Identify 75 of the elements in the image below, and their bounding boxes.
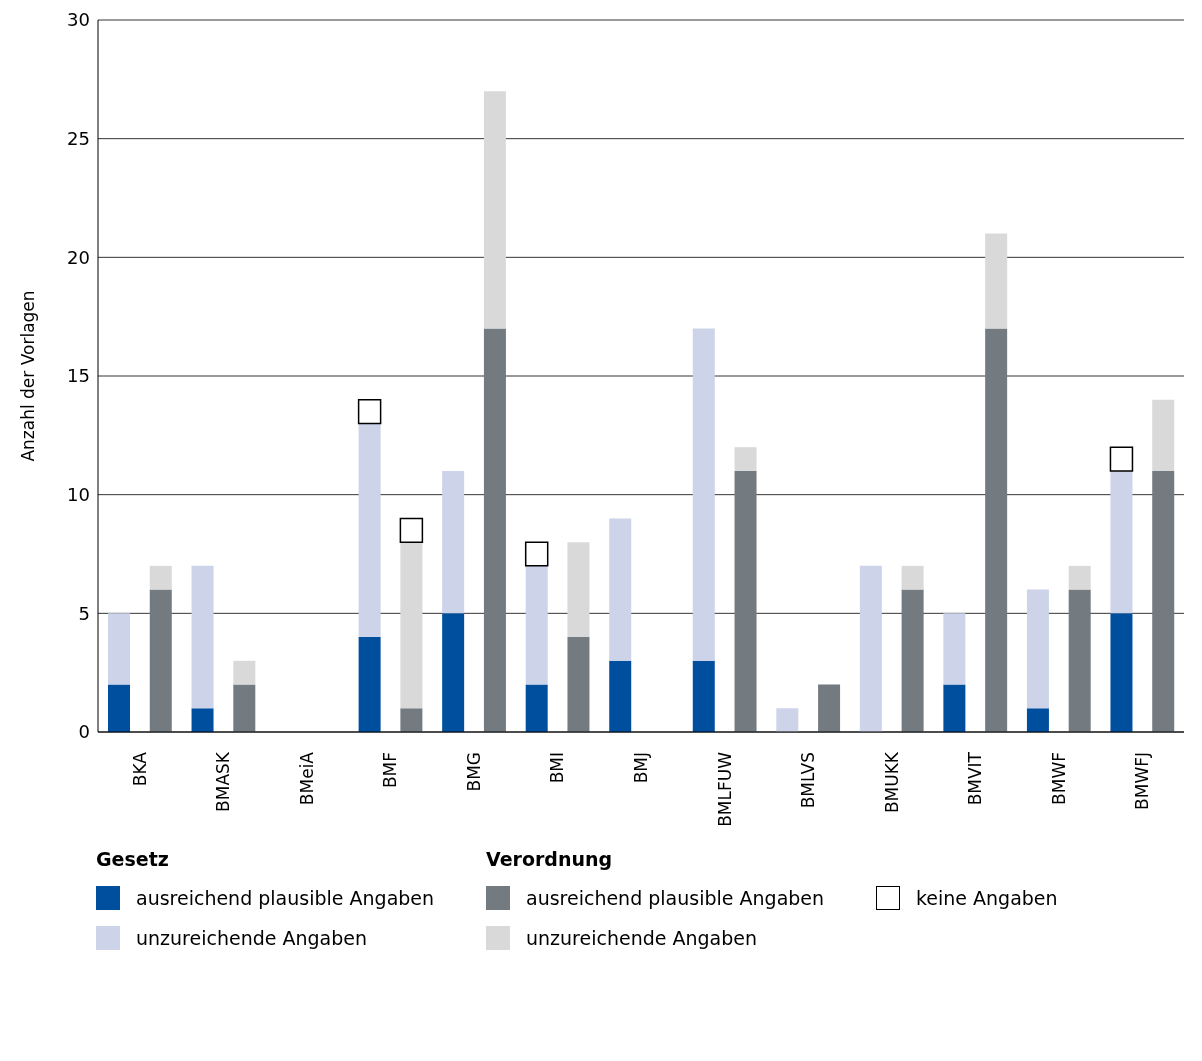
bar (400, 708, 423, 732)
y-tick-label: 0 (78, 721, 90, 743)
bar (108, 684, 130, 732)
bar (1152, 399, 1175, 471)
x-tick-label: BMWF (1048, 752, 1069, 805)
bar (734, 470, 757, 732)
bar (567, 637, 590, 732)
bar (609, 660, 632, 732)
bar (525, 565, 548, 685)
bar (358, 637, 381, 732)
text: Gesetz (96, 848, 170, 870)
y-axis-title: Anzahl der Vorlagen (18, 290, 39, 462)
x-tick-label: BMJ (631, 752, 651, 784)
bar (442, 613, 465, 732)
bar (692, 660, 715, 732)
bar (233, 684, 256, 732)
x-tick-label: BMVIT (965, 751, 986, 806)
bar (191, 708, 214, 732)
bar (358, 423, 381, 638)
bar (985, 328, 1008, 732)
legend-label: keine Angaben (916, 887, 1058, 909)
bar (525, 684, 548, 732)
bar (1152, 470, 1175, 732)
bar (524, 541, 549, 567)
bar (734, 447, 757, 471)
bar (1068, 565, 1091, 590)
x-tick-label: BMWFJ (1132, 752, 1153, 810)
bar (149, 565, 172, 590)
bar (191, 565, 214, 709)
x-tick-label: BMeiA (296, 751, 317, 806)
bar (400, 542, 423, 709)
text: unzureichende Angaben (526, 927, 758, 949)
bar (901, 589, 924, 732)
bar (399, 517, 424, 543)
bar (859, 565, 882, 732)
bar (483, 91, 506, 329)
y-tick-label: 20 (67, 246, 90, 268)
text: ausreichend plausible Angaben (526, 887, 825, 909)
bar (1026, 589, 1049, 709)
bar (1068, 589, 1091, 732)
bar (609, 518, 632, 661)
bar (692, 328, 715, 661)
bar (108, 613, 130, 685)
x-tick-label: BMASK (213, 751, 234, 812)
x-tick-label: BMUKK (881, 751, 902, 814)
bar (442, 470, 465, 614)
bar (567, 542, 590, 638)
legend-label: unzureichende Angaben (136, 927, 368, 949)
x-tick-label: BMLFUW (714, 751, 735, 827)
x-tick-label: BKA (129, 751, 150, 787)
bar (943, 684, 966, 732)
x-tick-label: BMI (547, 752, 568, 784)
bar (1110, 613, 1133, 732)
bar (818, 684, 841, 732)
bar (233, 660, 256, 685)
bar (985, 233, 1008, 329)
y-tick-label: 10 (67, 484, 90, 506)
legend-label: ausreichend plausible Angaben (136, 887, 435, 909)
bar (149, 589, 172, 732)
y-tick-label: 30 (67, 9, 90, 31)
x-tick-label: BMG (463, 752, 484, 792)
y-tick-label: 25 (67, 128, 90, 150)
bar (1110, 470, 1133, 614)
y-tick-label: 5 (78, 602, 90, 624)
bar (1109, 446, 1134, 472)
y-tick-label: 15 (67, 365, 90, 387)
bar (776, 708, 799, 732)
x-tick-label: BMF (380, 752, 401, 789)
bar (901, 565, 924, 590)
bar (483, 328, 506, 732)
bar (1026, 708, 1049, 732)
bar (943, 613, 966, 685)
x-tick-label: BMLVS (798, 752, 819, 809)
text: Verordnung (486, 848, 614, 870)
bar (357, 398, 382, 425)
